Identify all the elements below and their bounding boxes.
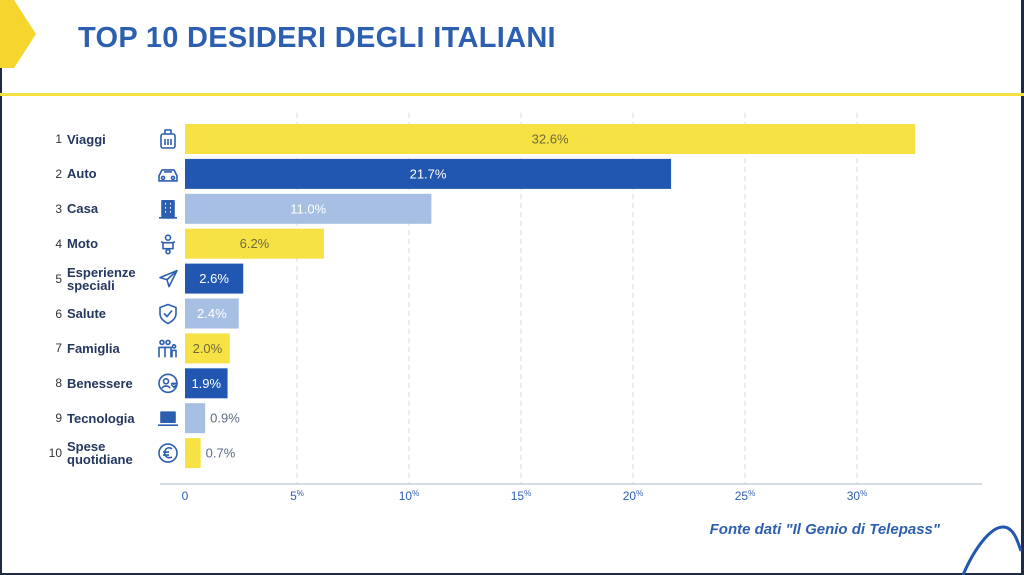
laptop-icon (158, 411, 178, 427)
category-name: Casa (67, 201, 99, 217)
bar-value-label: 1.9% (191, 376, 221, 391)
category-rank: 3 (55, 201, 62, 216)
x-tick-label: 25% (735, 489, 755, 503)
category-name: Benessere (67, 375, 133, 391)
x-tick-label: 15% (511, 489, 531, 503)
shield-check-icon (159, 303, 177, 325)
bar-value-label: 32.6% (532, 132, 569, 147)
family-icon (158, 339, 177, 358)
category-rank: 8 (55, 376, 62, 391)
bar (185, 298, 239, 329)
title-underline (0, 93, 1024, 96)
category-rank: 9 (55, 411, 62, 426)
frame-right-border (1021, 0, 1024, 575)
corner-swoosh-decoration (961, 525, 1023, 575)
frame-bottom-border (0, 573, 1024, 575)
category-row-label: 4 Moto (0, 224, 150, 264)
bar (185, 124, 916, 154)
luggage-icon (160, 129, 176, 149)
category-row-label: 7 Famiglia (0, 328, 150, 368)
category-row-label: 6 Salute (0, 294, 150, 334)
category-name: Esperienze speciali (67, 264, 136, 293)
category-rank: 2 (55, 166, 62, 181)
scooter-icon (160, 234, 176, 255)
bar-value-label: 2.6% (199, 271, 229, 286)
bar (185, 438, 201, 469)
bar-value-label: 11.0% (290, 201, 326, 216)
bar-value-label: 0.9% (210, 411, 240, 426)
bar-value-label: 2.4% (197, 306, 227, 321)
category-name: Viaggi (67, 131, 106, 147)
frame-left-border (0, 0, 2, 575)
category-row-label: 10 Spese quotidiane (0, 433, 150, 473)
category-name: Famiglia (67, 340, 120, 356)
category-name: Tecnologia (67, 410, 135, 426)
category-row-label: 5 Esperienze speciali (0, 259, 150, 299)
car-icon (158, 169, 178, 182)
bar (185, 263, 244, 294)
corner-arrow-decoration (0, 0, 36, 68)
category-rank: 6 (55, 306, 62, 321)
building-icon (159, 200, 177, 219)
bar (185, 368, 228, 399)
category-name: Spese quotidiane (67, 439, 133, 468)
x-tick-label: 30% (847, 489, 867, 503)
bar-value-label: 2.0% (193, 341, 223, 356)
category-row-label: 8 Benessere (0, 363, 150, 403)
category-rank: 4 (55, 236, 62, 251)
category-row-label: 9 Tecnologia (0, 398, 150, 438)
category-name: Salute (67, 306, 107, 321)
bar (185, 228, 324, 259)
bar (185, 158, 672, 189)
x-tick-label: 5% (290, 489, 304, 503)
category-row-label: 2 Auto (0, 154, 150, 194)
bar-value-label: 6.2% (240, 236, 270, 251)
category-rank: 1 (55, 132, 62, 146)
category-row-label: 1 Viaggi (0, 119, 150, 159)
category-row-label: 3 Casa (0, 189, 150, 229)
bar (185, 403, 206, 434)
category-rank: 7 (55, 341, 62, 356)
bar-value-label: 21.7% (410, 166, 447, 181)
euro-icon (158, 443, 178, 463)
bar (185, 333, 230, 364)
category-rank: 10 (48, 446, 62, 461)
paper-plane-icon (159, 269, 178, 288)
source-caption: Fonte dati "Il Genio di Telepass" (709, 521, 940, 538)
category-rank: 5 (55, 271, 62, 286)
bar (185, 193, 432, 224)
page-title: TOP 10 DESIDERI DEGLI ITALIANI (78, 22, 556, 54)
x-tick-label: 20% (623, 489, 643, 503)
category-name: Moto (67, 236, 99, 252)
wellbeing-icon (158, 373, 178, 394)
x-tick-label: 0 (182, 489, 189, 503)
bar-value-label: 0.7% (206, 446, 236, 461)
x-tick-label: 10% (399, 489, 419, 503)
category-name: Auto (67, 166, 97, 182)
